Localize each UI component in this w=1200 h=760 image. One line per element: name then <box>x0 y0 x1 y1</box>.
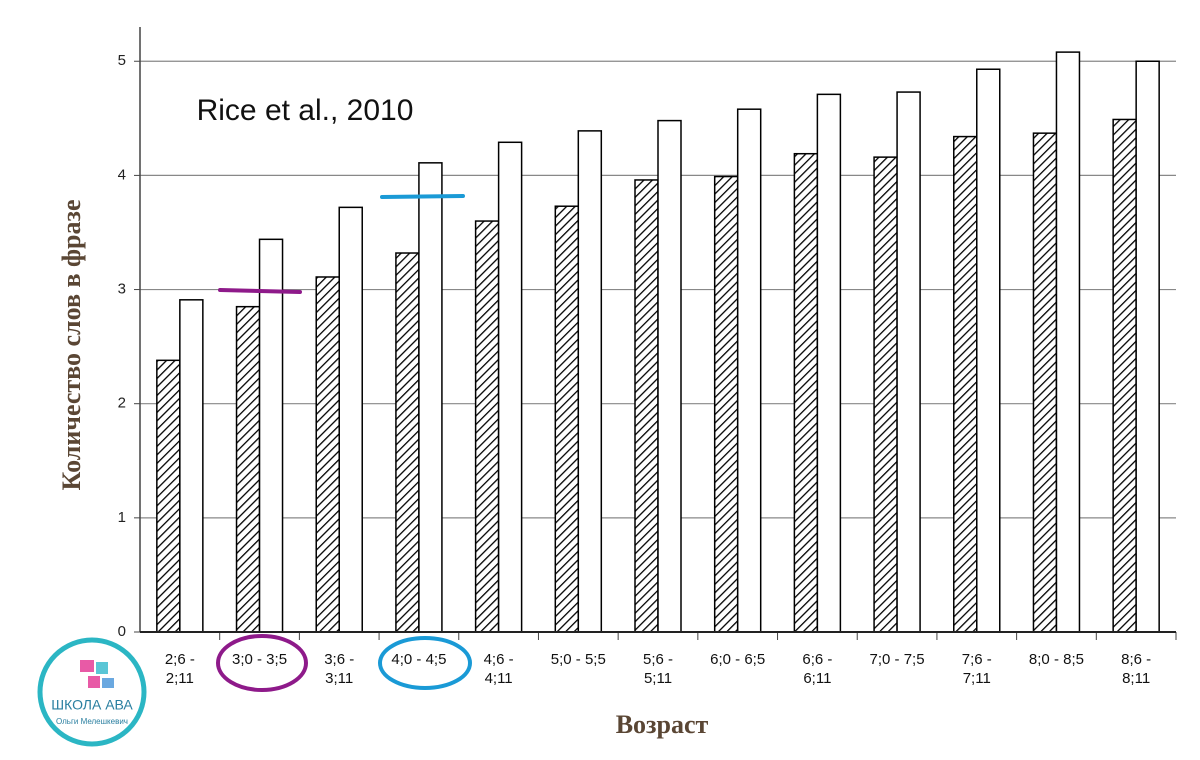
logo-title: ШКОЛА АВА <box>51 697 133 713</box>
bar <box>1112 118 1137 633</box>
bar <box>953 135 978 633</box>
highlight-line <box>380 194 465 199</box>
x-tick-label: 6;0 - 6;5 <box>710 651 766 668</box>
x-tick-label: 8;6 - 8;11 <box>1121 651 1152 687</box>
y-tick-label: 4 <box>118 166 126 183</box>
x-tick-label: 4;6 - 4;11 <box>483 651 514 687</box>
bar <box>179 299 204 633</box>
logo-subtitle: Ольги Мелешкевич <box>56 717 128 726</box>
y-tick-label: 5 <box>118 52 126 69</box>
bar <box>156 359 181 633</box>
x-tick-label: 5;0 - 5;5 <box>550 651 606 668</box>
logo-icon <box>96 662 108 674</box>
x-tick-label: 4;0 - 4;5 <box>391 651 447 668</box>
annotation: Rice et al., 2010 <box>197 94 414 127</box>
bar <box>497 141 523 633</box>
highlight-circle <box>216 634 308 692</box>
x-tick-label: 3;6 - 3;11 <box>324 651 355 687</box>
x-tick-label: 2;6 - 2;11 <box>164 651 195 687</box>
logo-icon <box>80 660 94 672</box>
x-axis-label: Возраст <box>616 710 709 739</box>
bar <box>554 205 580 633</box>
x-tick-label: 7;0 - 7;5 <box>869 651 925 668</box>
bar <box>657 119 682 633</box>
bar <box>315 276 340 633</box>
x-tick-label: 3;0 - 3;5 <box>232 651 288 668</box>
bar <box>1055 51 1081 633</box>
y-tick-label: 2 <box>118 395 126 412</box>
x-tick-label: 5;6 - 5;11 <box>642 651 673 687</box>
bar <box>713 175 739 633</box>
bar <box>577 130 603 633</box>
x-tick-label: 6;6 - 6;11 <box>802 651 833 687</box>
bar <box>873 156 898 633</box>
logo-circle <box>37 637 147 747</box>
y-tick-label: 3 <box>118 281 126 298</box>
bar <box>736 108 762 633</box>
bar <box>816 93 842 633</box>
bar <box>634 179 659 633</box>
bar <box>1032 132 1058 633</box>
highlight-circle <box>378 636 472 690</box>
y-tick-label: 0 <box>118 623 126 640</box>
bar <box>395 252 420 633</box>
logo-icon <box>102 678 114 688</box>
bar <box>258 238 284 633</box>
bar <box>976 68 1001 633</box>
bar <box>235 305 261 633</box>
logo-icon <box>88 676 100 688</box>
bar <box>896 91 921 633</box>
bar <box>1135 60 1160 633</box>
bar <box>793 152 819 633</box>
x-tick-label: 7;6 - 7;11 <box>961 651 992 687</box>
bar <box>418 162 443 633</box>
y-tick-label: 1 <box>118 509 126 526</box>
x-tick-label: 8;0 - 8;5 <box>1028 651 1084 668</box>
y-axis-label: Количество слов в фразе <box>57 200 86 491</box>
bar <box>338 206 363 633</box>
bar <box>474 220 500 633</box>
highlight-line <box>218 288 302 294</box>
